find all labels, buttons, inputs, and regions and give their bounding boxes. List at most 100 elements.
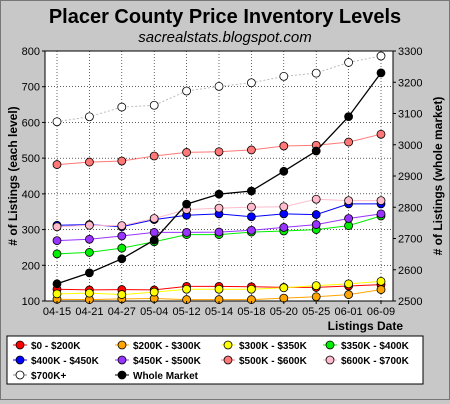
legend-marker (117, 355, 127, 365)
y-tick-label-right: 3100 (398, 109, 422, 121)
legend-label: $450K - $500K (133, 356, 202, 367)
legend-marker (15, 340, 25, 350)
data-point-600k-700k (85, 220, 94, 230)
legend-label: $0 - $200K (31, 341, 81, 352)
x-tick-label: 05-18 (237, 306, 265, 318)
legend-marker (325, 340, 335, 350)
data-point-300k-350k (117, 290, 127, 299)
data-point-600k-700k (52, 222, 62, 232)
data-point-whole-market (311, 146, 321, 156)
y-axis-label-left: # of Listings (each level) (6, 106, 20, 245)
legend (6, 335, 424, 385)
legend-marker (223, 340, 233, 350)
data-point-300k-350k (149, 287, 159, 297)
legend-label: $200K - $300K (133, 341, 202, 352)
data-point-whole-market (344, 112, 354, 122)
data-point-500k-600k (279, 141, 289, 151)
legend-marker (325, 355, 335, 365)
y-tick-label-right: 2700 (398, 234, 422, 246)
y-tick-label-right: 2800 (398, 202, 422, 214)
data-point-450k-500k (182, 228, 192, 237)
x-tick-label: 05-04 (140, 306, 168, 318)
y-tick-label-right: 3000 (398, 140, 422, 152)
data-point-500k-600k (182, 148, 192, 157)
plot-area (44, 50, 394, 302)
data-point-300k-350k (279, 283, 289, 293)
data-point-600k-700k (149, 214, 159, 223)
y-tick-label-right: 3300 (398, 46, 422, 58)
data-point-600k-700k (117, 221, 127, 231)
data-point-300k-350k (214, 284, 224, 294)
data-point-whole-market (117, 254, 127, 264)
legend-label: $500K - $600K (239, 356, 308, 367)
data-point-whole-market (85, 268, 94, 278)
data-point-300k-350k (85, 288, 94, 298)
data-point-450k-500k (52, 236, 62, 246)
data-point-450k-500k (149, 228, 159, 237)
legend-label: $600K - $700K (341, 356, 410, 367)
axes: 100 200 300 400 500 600 700 800 2500 2600 2700 2800… (22, 46, 423, 318)
x-tick-label: 04-15 (43, 306, 71, 318)
y-tick-label-left: 400 (22, 189, 40, 201)
data-point-whole-market (376, 68, 386, 78)
data-point-450k-500k (279, 223, 289, 232)
data-point-700k (376, 51, 386, 61)
data-point-700k (149, 100, 159, 110)
chart-subtitle: sacrealstats.blogspot.com (138, 29, 311, 46)
data-point-700k (52, 117, 62, 127)
data-point-500k-600k (376, 129, 386, 139)
data-point-300k-350k (376, 276, 386, 286)
data-point-600k-700k (246, 202, 256, 212)
y-tick-label-left: 500 (22, 153, 40, 165)
x-tick-label: 05-12 (173, 306, 201, 318)
legend-marker (15, 370, 25, 380)
data-point-450k-500k (117, 231, 127, 241)
y-tick-label-left: 100 (22, 296, 40, 308)
y-tick-label-right: 3200 (398, 77, 422, 89)
data-point-700k (214, 81, 224, 91)
data-point-700k (311, 68, 321, 78)
data-point-200k-300k (376, 285, 386, 294)
data-point-400k-450k (246, 212, 256, 222)
legend-entries: $0 - $200K $200K - $300K $300K - $350K $350… (13, 340, 410, 382)
legend-marker (117, 370, 127, 380)
data-point-600k-700k (344, 196, 354, 206)
legend-marker (15, 355, 25, 365)
data-point-500k-600k (214, 147, 224, 157)
y-tick-label-left: 800 (22, 46, 40, 58)
y-tick-label-right: 2500 (398, 296, 422, 308)
y-tick-label-left: 700 (22, 82, 40, 94)
x-tick-label: 05-14 (205, 306, 233, 318)
data-point-450k-500k (246, 225, 256, 235)
data-point-whole-market (214, 189, 224, 199)
data-point-700k (246, 78, 256, 88)
data-point-300k-350k (182, 284, 192, 294)
data-point-450k-500k (376, 209, 386, 219)
data-point-300k-350k (246, 284, 256, 294)
y-tick-label-left: 200 (22, 260, 40, 272)
x-tick-label: 04-21 (75, 306, 103, 318)
y-axis-label-right: # of Listings (whole market) (431, 97, 445, 256)
data-point-450k-500k (85, 234, 94, 244)
data-point-500k-600k (52, 160, 62, 169)
data-point-600k-700k (311, 194, 321, 204)
data-point-700k (344, 58, 354, 67)
legend-label: $350K - $400K (341, 341, 410, 352)
data-point-whole-market (279, 166, 289, 176)
chart-title: Placer County Price Inventory Levels (49, 6, 401, 28)
data-point-500k-600k (344, 137, 354, 147)
data-point-whole-market (149, 235, 159, 245)
y-tick-label-left: 300 (22, 225, 40, 237)
data-point-450k-500k (344, 214, 354, 223)
series-points (52, 51, 386, 304)
series-line-700k (56, 55, 382, 123)
data-point-whole-market (182, 199, 192, 209)
legend-label: $300K - $350K (239, 341, 308, 352)
data-point-350k-400k (52, 249, 62, 259)
data-point-600k-700k (214, 203, 224, 213)
x-tick-label: 06-01 (335, 306, 363, 318)
data-point-350k-400k (117, 243, 127, 253)
data-point-350k-400k (85, 248, 94, 257)
data-point-700k (279, 71, 289, 81)
